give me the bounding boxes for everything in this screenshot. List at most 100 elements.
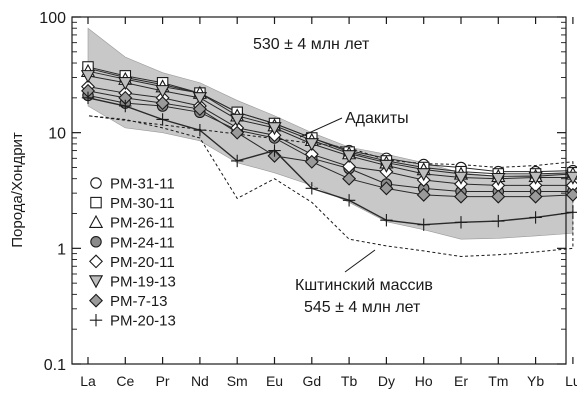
data-point (491, 189, 506, 204)
x-tick-label: Eu (266, 373, 283, 389)
legend-marker (90, 236, 102, 248)
leader-massif (344, 249, 376, 273)
data-point (119, 99, 132, 113)
data-point (566, 206, 577, 219)
data-point (565, 187, 577, 202)
data-point (80, 70, 96, 84)
annotation-adakites: Адакиты (345, 110, 409, 127)
data-point (491, 172, 506, 187)
series-PM-19-13 (80, 70, 577, 187)
x-tick-label: Lu (565, 373, 577, 389)
data-point (342, 171, 357, 186)
data-point (155, 85, 170, 99)
legend-item: PM-31-11 (90, 176, 175, 193)
legend: PM-31-11 PM-30-11 PM-26-11 PM-24-11 PM-20-11… (88, 176, 176, 330)
x-tick-label: Yb (527, 373, 544, 389)
y-tick-label: 0.1 (44, 357, 66, 374)
x-tick-label: La (80, 373, 96, 389)
data-point (156, 113, 169, 126)
data-point (528, 189, 543, 204)
data-point (454, 189, 468, 204)
data-point (342, 194, 356, 207)
legend-label: PM-20-11 (110, 254, 175, 271)
data-point (416, 168, 431, 182)
data-point (492, 214, 505, 228)
annotation-massif-name: Кштинский массив (295, 277, 433, 294)
data-point (267, 122, 282, 136)
legend-marker (90, 177, 102, 189)
data-point (416, 187, 431, 202)
legend-item: PM-30-11 (90, 195, 175, 212)
data-point (341, 150, 357, 164)
series-line (87, 97, 573, 226)
data-point (379, 159, 394, 173)
data-point (81, 91, 95, 105)
legend-marker (89, 314, 103, 327)
legend-label: PM-26-11 (110, 215, 175, 232)
data-point (529, 211, 542, 224)
data-point (230, 125, 245, 140)
x-tick-label: Tb (341, 373, 358, 389)
legend-marker (88, 214, 104, 228)
x-tick-label: Dy (378, 373, 395, 389)
data-point (155, 96, 170, 111)
x-tick-label: Gd (302, 373, 321, 389)
data-point (454, 216, 468, 229)
legend-item: PM-26-11 (88, 214, 175, 232)
x-tick-label: Ho (415, 373, 433, 389)
annotation-age-main: 530 ± 4 млн лет (253, 36, 370, 53)
data-point (417, 218, 430, 231)
data-point (192, 92, 208, 106)
leader-adakites (299, 117, 343, 138)
legend-item: PM-24-11 (90, 234, 175, 251)
series-PM-7-13 (81, 83, 577, 204)
legend-item: PM-19-13 (88, 274, 176, 291)
legend-marker (90, 196, 102, 209)
data-point (304, 154, 319, 169)
data-point (305, 182, 318, 195)
data-point (192, 102, 207, 117)
legend-label: PM-30-11 (110, 195, 175, 212)
y-axis-label: Порода/Хондрит (9, 132, 26, 248)
data-point (453, 171, 469, 185)
legend-marker (88, 275, 104, 289)
fields-layer (87, 27, 574, 257)
data-point (380, 214, 393, 227)
x-tick-label: Er (454, 373, 468, 389)
data-point (528, 171, 543, 185)
series-PM-20-13 (81, 91, 577, 231)
series-line (87, 70, 573, 177)
series-layer (80, 61, 577, 231)
massif-field (87, 115, 574, 257)
legend-marker (89, 254, 103, 269)
x-tick-label: Nd (191, 373, 209, 389)
data-point (268, 144, 281, 157)
legend-label: PM-31-11 (110, 176, 175, 193)
legend-label: PM-7-13 (110, 293, 168, 310)
legend-marker (89, 293, 103, 308)
data-point (193, 124, 207, 137)
legend-label: PM-24-11 (110, 234, 175, 251)
data-point (379, 181, 394, 196)
y-tick-label: 10 (48, 126, 66, 143)
series-line (87, 94, 573, 192)
legend-label: PM-20-13 (110, 313, 176, 330)
x-tick-label: Sm (227, 373, 248, 389)
y-tick-label: 1 (57, 241, 66, 258)
y-tick-label: 100 (39, 10, 66, 27)
x-tick-label: Ce (116, 373, 134, 389)
axes-layer: 100 10 1 0.1 La Ce Pr Nd Sm Eu Gd Tb Dy Ho Er Tm Yb Lu (39, 10, 577, 389)
data-point (231, 154, 244, 168)
data-point (304, 138, 319, 152)
data-point (118, 77, 133, 91)
legend-item: PM-20-11 (89, 254, 175, 271)
x-tick-label: Tm (488, 373, 508, 389)
plot-frame (71, 16, 567, 365)
series-line (87, 75, 573, 180)
data-point (267, 128, 282, 143)
annotation-massif-age: 545 ± 4 млн лет (304, 299, 421, 316)
data-point (230, 113, 245, 127)
legend-item: PM-20-13 (89, 313, 176, 330)
legend-label: PM-19-13 (110, 274, 176, 291)
